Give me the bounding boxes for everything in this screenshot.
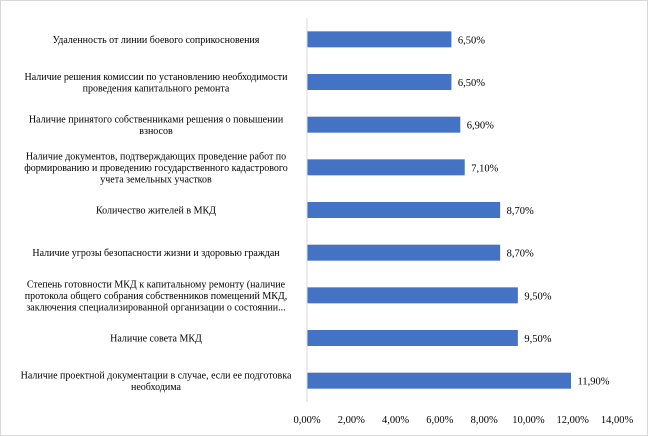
category-label-line: Наличие документов, подтверждающих прове… xyxy=(26,151,286,162)
bar xyxy=(307,31,452,48)
category-label-line: Количество жителей в МКД xyxy=(96,206,216,217)
category-label: Наличие совета МКД xyxy=(110,334,202,345)
bar xyxy=(307,202,501,218)
category-label: Наличие документов, подтверждающих прове… xyxy=(24,151,287,185)
category-label-line: Наличие принятого собственниками решения… xyxy=(29,114,284,125)
category-label: Наличие проектной документации в случае,… xyxy=(21,370,292,393)
x-tick-label: 2,00% xyxy=(338,415,365,426)
category-label-line: Наличие проектной документации в случае,… xyxy=(21,370,292,381)
x-tick-label: 14,00% xyxy=(601,415,634,426)
data-label: 9,50% xyxy=(524,334,551,345)
bar xyxy=(307,330,518,346)
bar xyxy=(307,244,501,261)
category-label-line: Степень готовности МКД к капитальному ре… xyxy=(27,279,286,290)
bar xyxy=(307,74,452,90)
category-label-line: Удаленность от линии боевого соприкоснов… xyxy=(53,35,260,46)
category-label-line: заключения специализированной организаци… xyxy=(26,302,285,313)
category-label: Наличие принятого собственниками решения… xyxy=(29,114,284,136)
category-label: Наличие решения комиссии по установлению… xyxy=(25,72,289,95)
data-label: 11,90% xyxy=(578,377,610,388)
x-tick-label: 4,00% xyxy=(382,415,409,426)
category-label-line: Наличие угрозы безопасности жизни и здор… xyxy=(32,248,280,259)
data-label: 8,70% xyxy=(507,249,534,260)
category-label-line: учета земельных участков xyxy=(100,174,212,185)
category-label-line: необходима xyxy=(131,382,182,393)
category-label-line: проведения капитального ремонта xyxy=(83,83,230,94)
x-tick-label: 10,00% xyxy=(512,415,545,426)
category-label-line: протокола общего собрания собственников … xyxy=(25,291,288,302)
category-label: Степень готовности МКД к капитальному ре… xyxy=(25,279,288,313)
category-label-line: Наличие решения комиссии по установлению… xyxy=(25,72,289,83)
bar xyxy=(307,159,465,176)
category-label-line: взносов xyxy=(139,126,173,137)
category-label: Удаленность от линии боевого соприкоснов… xyxy=(53,35,260,46)
category-label: Наличие угрозы безопасности жизни и здор… xyxy=(32,248,280,259)
x-tick-label: 12,00% xyxy=(557,415,590,426)
data-label: 8,70% xyxy=(507,206,534,217)
category-label: Количество жителей в МКД xyxy=(96,206,216,217)
category-label-line: формированию и проведению государственно… xyxy=(24,163,287,174)
category-label-line: Наличие совета МКД xyxy=(110,334,202,345)
x-tick-label: 0,00% xyxy=(293,415,320,426)
data-label: 7,10% xyxy=(471,163,498,174)
data-label: 6,90% xyxy=(467,121,494,132)
x-tick-label: 6,00% xyxy=(426,415,453,426)
data-label: 6,50% xyxy=(458,35,485,46)
bar xyxy=(307,287,518,304)
data-label: 6,50% xyxy=(458,78,485,89)
bar xyxy=(307,116,461,133)
bar xyxy=(307,372,571,389)
data-label: 9,50% xyxy=(524,291,551,302)
x-tick-label: 8,00% xyxy=(471,415,498,426)
